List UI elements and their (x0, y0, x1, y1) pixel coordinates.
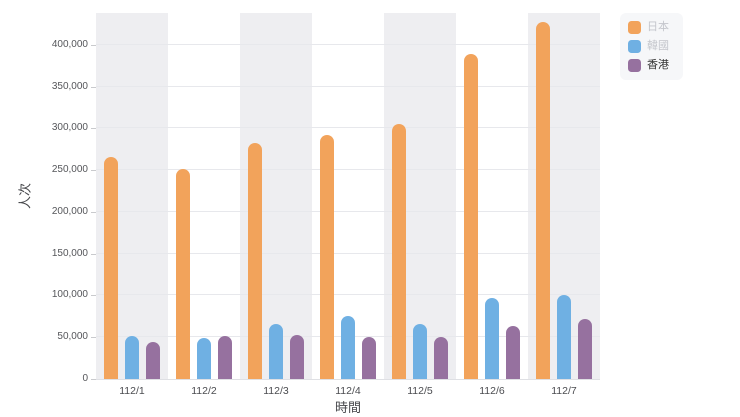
bar-2-6[interactable] (578, 319, 592, 379)
x-tick-label: 112/1 (119, 385, 145, 397)
bar-0-2[interactable] (248, 143, 262, 379)
bar-1-5[interactable] (485, 298, 499, 379)
y-axis-tick (91, 44, 96, 46)
grid-line (96, 294, 600, 296)
legend-label: 香港 (647, 59, 669, 71)
x-tick-label: 112/4 (335, 385, 361, 397)
grid-line (96, 85, 600, 87)
plot-area (96, 13, 600, 380)
bar-0-1[interactable] (176, 169, 190, 379)
y-axis-tick (91, 253, 96, 255)
y-axis-title: 人次 (17, 182, 33, 210)
y-axis-tick (91, 379, 96, 380)
bar-2-4[interactable] (434, 337, 448, 379)
x-tick-label: 112/6 (479, 385, 505, 397)
bar-1-2[interactable] (269, 324, 283, 379)
legend-label: 日本 (647, 21, 669, 33)
y-tick-label: 300,000 (51, 122, 88, 134)
legend-item-1[interactable]: 韓國 (628, 40, 669, 53)
legend-item-2[interactable]: 香港 (628, 59, 669, 72)
y-axis-tick (91, 86, 96, 88)
legend-swatch (628, 21, 641, 34)
y-axis-tick (91, 128, 96, 130)
y-axis-tick (91, 170, 96, 172)
y-axis-tick (91, 295, 96, 297)
y-tick-label: 150,000 (51, 247, 88, 259)
y-tick-label: 400,000 (51, 38, 88, 50)
y-tick-label: 200,000 (51, 205, 88, 217)
legend-swatch (628, 59, 641, 72)
y-tick-label: 350,000 (51, 80, 88, 92)
grid-line (96, 252, 600, 254)
y-tick-label: 100,000 (51, 289, 88, 301)
bar-1-0[interactable] (125, 336, 139, 379)
legend: 日本 韓國 香港 (620, 13, 683, 80)
y-axis-tick (91, 337, 96, 339)
y-tick-label: 250,000 (51, 164, 88, 176)
bar-2-3[interactable] (362, 337, 376, 379)
legend-label: 韓國 (647, 40, 669, 52)
x-axis-title: 時間 (334, 400, 362, 415)
bar-0-4[interactable] (392, 124, 406, 379)
bar-2-1[interactable] (218, 336, 232, 379)
grid-line (96, 210, 600, 212)
bar-2-2[interactable] (290, 335, 304, 379)
bar-1-3[interactable] (341, 316, 355, 379)
bar-0-3[interactable] (320, 135, 334, 379)
bar-2-5[interactable] (506, 326, 520, 379)
grid-line (96, 43, 600, 45)
bar-0-6[interactable] (536, 22, 550, 379)
x-tick-label: 112/7 (551, 385, 577, 397)
bar-0-5[interactable] (464, 54, 478, 379)
y-tick-label: 0 (82, 373, 88, 384)
y-tick-label: 50,000 (57, 331, 88, 343)
bar-2-0[interactable] (146, 342, 160, 379)
bar-1-6[interactable] (557, 295, 571, 379)
x-tick-label: 112/5 (407, 385, 433, 397)
x-tick-label: 112/2 (191, 385, 217, 397)
bar-0-0[interactable] (104, 157, 118, 379)
bar-1-1[interactable] (197, 338, 211, 379)
grid-line (96, 127, 600, 129)
legend-item-0[interactable]: 日本 (628, 21, 669, 34)
y-axis-tick (91, 211, 96, 213)
x-tick-label: 112/3 (263, 385, 289, 397)
grid-line (96, 169, 600, 171)
bar-1-4[interactable] (413, 324, 427, 379)
legend-swatch (628, 40, 641, 53)
grid-line (96, 379, 600, 380)
